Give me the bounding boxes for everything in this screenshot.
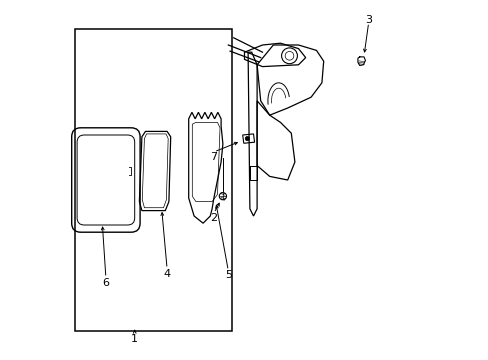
Text: 7: 7 xyxy=(210,152,217,162)
Text: 4: 4 xyxy=(163,269,170,279)
Bar xyxy=(75,29,231,331)
Text: 6: 6 xyxy=(102,278,109,288)
Text: 2: 2 xyxy=(210,213,217,223)
Text: 1: 1 xyxy=(131,334,138,344)
Text: 3: 3 xyxy=(365,15,371,25)
Circle shape xyxy=(244,136,249,141)
Text: 5: 5 xyxy=(224,270,231,280)
